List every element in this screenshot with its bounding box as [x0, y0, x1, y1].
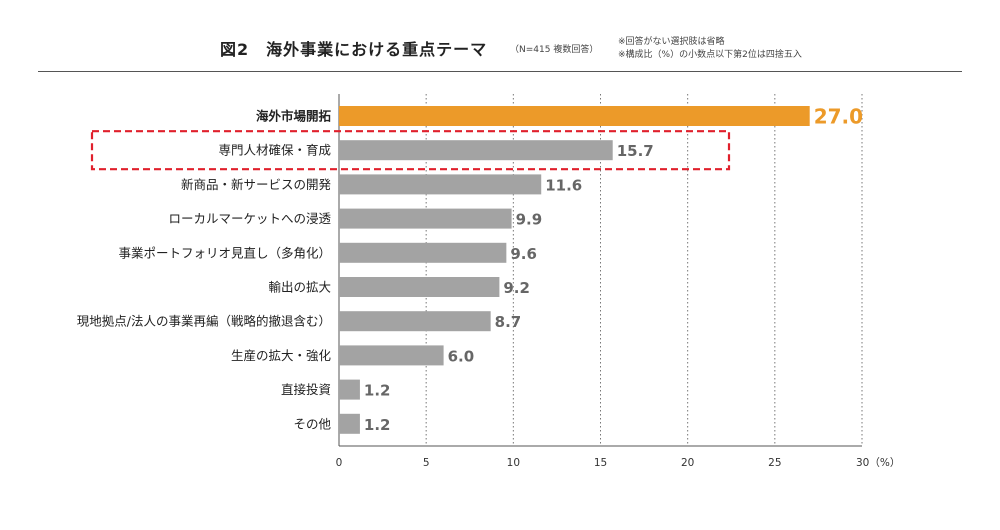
x-tick-label: 20: [681, 457, 694, 469]
bar: [339, 277, 500, 297]
callout-box: [90, 130, 731, 171]
sample-size-note: （N=415 複数回答）: [510, 45, 599, 55]
category-label: 現地拠点/法人の事業再編（戦略的撤退含む）: [77, 314, 331, 329]
value-label: 27.0: [814, 105, 863, 129]
bar: [339, 311, 491, 332]
category-label: 新商品・新サービスの開発: [181, 177, 332, 192]
x-tick-label: 30（%）: [856, 457, 900, 469]
value-label: 1.2: [364, 416, 391, 434]
note-omitted-options: ※回答がない選択肢は省略: [618, 37, 725, 47]
value-label: 15.7: [617, 142, 654, 160]
chart-title: 図2 海外事業における重点テーマ: [220, 40, 488, 59]
category-label: 生産の拡大・強化: [231, 348, 332, 363]
header-divider: [38, 71, 962, 72]
bar: [339, 413, 360, 434]
category-label: 事業ポートフォリオ見直し（多角化）: [118, 245, 331, 260]
value-label: 11.6: [545, 176, 582, 194]
category-label: ローカルマーケットへの浸透: [168, 211, 331, 226]
note-rounding: ※構成比（%）の小数点以下第2位は四捨五入: [618, 50, 802, 60]
bar: [339, 208, 512, 229]
value-label: 8.7: [495, 313, 522, 331]
x-tick-label: 10: [507, 457, 520, 469]
value-label: 9.6: [510, 245, 537, 263]
value-label: 9.2: [503, 279, 530, 297]
x-tick-label: 0: [336, 457, 343, 469]
bar: [339, 345, 444, 366]
value-label: 1.2: [364, 382, 391, 400]
x-tick-label: 25: [768, 457, 781, 469]
value-label: 6.0: [448, 347, 475, 365]
bar: [339, 242, 507, 263]
category-label: 海外市場開拓: [256, 109, 332, 124]
bar: [339, 140, 613, 161]
bar-highlighted: [339, 106, 810, 126]
chart-header: 図2 海外事業における重点テーマ （N=415 複数回答） ※回答がない選択肢は…: [0, 0, 1000, 70]
x-tick-label: 5: [423, 457, 430, 469]
value-label: 9.9: [516, 211, 543, 229]
bar: [339, 379, 360, 400]
category-label: 直接投資: [281, 382, 331, 397]
x-tick-label: 15: [594, 457, 607, 469]
category-label: 専門人材確保・育成: [218, 143, 331, 158]
bar: [339, 174, 542, 195]
category-label: 輸出の拡大: [268, 280, 331, 295]
chart-notes: ※回答がない選択肢は省略 ※構成比（%）の小数点以下第2位は四捨五入: [618, 36, 802, 62]
category-label: その他: [293, 416, 331, 431]
